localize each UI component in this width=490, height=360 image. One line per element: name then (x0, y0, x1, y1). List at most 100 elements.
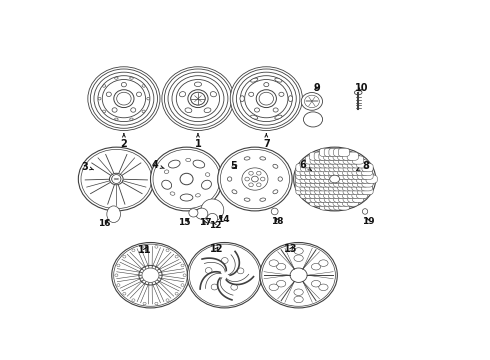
FancyBboxPatch shape (319, 198, 330, 206)
FancyBboxPatch shape (329, 186, 340, 195)
Ellipse shape (112, 175, 121, 183)
Ellipse shape (147, 97, 149, 100)
FancyBboxPatch shape (334, 194, 345, 202)
FancyBboxPatch shape (314, 160, 325, 168)
FancyBboxPatch shape (315, 179, 326, 187)
Ellipse shape (142, 110, 145, 113)
FancyBboxPatch shape (333, 175, 344, 183)
FancyBboxPatch shape (309, 167, 320, 176)
FancyBboxPatch shape (338, 179, 349, 187)
FancyBboxPatch shape (323, 183, 335, 191)
FancyBboxPatch shape (343, 160, 354, 168)
Ellipse shape (256, 90, 276, 108)
FancyBboxPatch shape (323, 175, 335, 183)
Ellipse shape (180, 194, 193, 201)
Ellipse shape (273, 190, 278, 194)
FancyBboxPatch shape (310, 179, 321, 187)
Ellipse shape (273, 108, 278, 112)
FancyBboxPatch shape (334, 163, 345, 172)
Ellipse shape (231, 284, 238, 290)
FancyBboxPatch shape (362, 171, 373, 179)
Ellipse shape (260, 198, 266, 201)
FancyBboxPatch shape (314, 183, 325, 191)
FancyBboxPatch shape (338, 190, 349, 199)
FancyBboxPatch shape (347, 167, 358, 176)
Ellipse shape (187, 243, 262, 308)
Text: 10: 10 (354, 83, 368, 93)
FancyBboxPatch shape (333, 167, 344, 176)
FancyBboxPatch shape (343, 171, 354, 179)
FancyBboxPatch shape (310, 171, 321, 179)
Ellipse shape (166, 299, 169, 301)
Ellipse shape (162, 67, 234, 131)
Ellipse shape (102, 80, 146, 118)
Ellipse shape (112, 108, 117, 112)
Ellipse shape (230, 67, 302, 131)
Ellipse shape (254, 108, 260, 112)
Ellipse shape (181, 284, 184, 286)
Ellipse shape (257, 171, 261, 175)
FancyBboxPatch shape (347, 190, 358, 199)
FancyBboxPatch shape (319, 171, 331, 179)
FancyBboxPatch shape (357, 186, 368, 195)
Ellipse shape (166, 249, 169, 252)
FancyBboxPatch shape (295, 183, 306, 191)
Ellipse shape (211, 284, 218, 290)
Text: 18: 18 (271, 217, 284, 226)
FancyBboxPatch shape (319, 202, 331, 210)
Ellipse shape (260, 243, 337, 308)
FancyBboxPatch shape (343, 179, 354, 187)
FancyBboxPatch shape (315, 194, 326, 202)
FancyBboxPatch shape (315, 156, 326, 164)
Ellipse shape (204, 108, 211, 113)
Ellipse shape (251, 176, 258, 182)
Ellipse shape (98, 76, 150, 122)
Ellipse shape (257, 183, 261, 187)
Ellipse shape (88, 67, 160, 131)
FancyBboxPatch shape (333, 183, 344, 191)
FancyBboxPatch shape (338, 202, 349, 210)
FancyBboxPatch shape (352, 163, 364, 172)
FancyBboxPatch shape (338, 183, 349, 191)
Ellipse shape (232, 190, 237, 194)
FancyBboxPatch shape (305, 186, 317, 195)
FancyBboxPatch shape (352, 194, 364, 202)
Ellipse shape (259, 92, 273, 105)
Ellipse shape (143, 246, 146, 248)
Ellipse shape (301, 93, 322, 110)
Ellipse shape (189, 209, 198, 217)
FancyBboxPatch shape (343, 190, 354, 199)
FancyBboxPatch shape (314, 198, 325, 206)
FancyBboxPatch shape (324, 148, 335, 157)
FancyBboxPatch shape (347, 198, 358, 206)
FancyBboxPatch shape (338, 167, 349, 176)
FancyBboxPatch shape (352, 179, 364, 187)
FancyBboxPatch shape (324, 194, 335, 202)
Ellipse shape (115, 77, 118, 79)
FancyBboxPatch shape (323, 198, 335, 206)
Ellipse shape (115, 274, 118, 276)
Ellipse shape (264, 82, 269, 87)
Ellipse shape (205, 173, 210, 176)
FancyBboxPatch shape (338, 175, 349, 183)
FancyBboxPatch shape (333, 152, 344, 160)
Ellipse shape (276, 280, 286, 287)
Text: 5: 5 (231, 161, 238, 171)
Ellipse shape (175, 292, 178, 295)
FancyBboxPatch shape (338, 171, 349, 179)
Ellipse shape (94, 72, 154, 125)
FancyBboxPatch shape (357, 175, 368, 183)
Ellipse shape (196, 208, 208, 219)
Ellipse shape (363, 209, 368, 214)
FancyBboxPatch shape (300, 186, 312, 195)
FancyBboxPatch shape (300, 190, 311, 199)
FancyBboxPatch shape (347, 160, 358, 168)
Ellipse shape (186, 158, 191, 162)
Ellipse shape (240, 76, 293, 122)
Ellipse shape (236, 72, 296, 125)
FancyBboxPatch shape (334, 186, 345, 195)
FancyBboxPatch shape (309, 175, 320, 183)
Ellipse shape (130, 118, 133, 120)
FancyBboxPatch shape (324, 171, 335, 179)
Ellipse shape (139, 265, 162, 285)
